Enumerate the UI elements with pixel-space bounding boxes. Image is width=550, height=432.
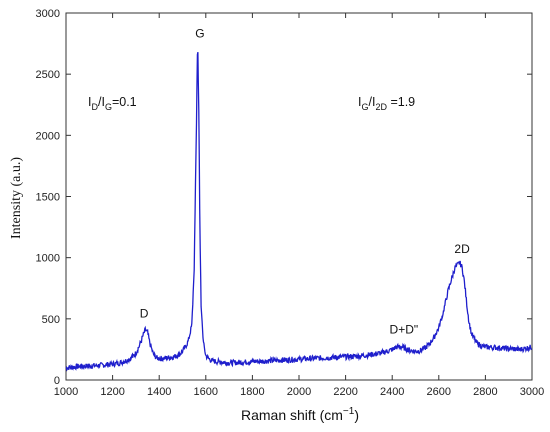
y-tick-label: 500 bbox=[42, 314, 60, 326]
y-axis-title: Intensity (a.u.) bbox=[9, 157, 24, 239]
y-tick-label: 1000 bbox=[36, 253, 60, 265]
x-tick-label: 2800 bbox=[473, 386, 497, 398]
peak-annotations: G D 2D D+D" bbox=[140, 26, 470, 336]
x-tick-label: 1600 bbox=[194, 386, 218, 398]
x-tick-label: 2600 bbox=[427, 386, 451, 398]
y-tick-label: 2500 bbox=[36, 69, 60, 81]
ig-i2d-ratio-label: IG/I2D =1.9 bbox=[358, 95, 415, 112]
x-axis-title: Raman shift (cm−1) bbox=[241, 406, 359, 423]
x-tick-label: 2000 bbox=[287, 386, 311, 398]
x-axis-ticks: 1000 1200 1400 1600 1800 2000 2200 2400 2600 2800… bbox=[54, 13, 544, 398]
x-tick-label: 1400 bbox=[147, 386, 171, 398]
id-ig-ratio-label: ID/IG=0.1 bbox=[88, 95, 137, 112]
x-tick-label: 2200 bbox=[333, 386, 357, 398]
x-tick-label: 1200 bbox=[100, 386, 124, 398]
peak-label: D bbox=[140, 307, 149, 321]
x-tick-label: 2400 bbox=[380, 386, 404, 398]
y-tick-label: 0 bbox=[54, 375, 60, 387]
x-tick-label: 1000 bbox=[54, 386, 78, 398]
y-tick-label: 3000 bbox=[36, 8, 60, 20]
plot-frame bbox=[65, 12, 533, 381]
y-axis-ticks: 0 500 1000 1500 2000 2500 3000 bbox=[36, 8, 532, 387]
peak-label: D+D" bbox=[390, 323, 419, 337]
peak-label: G bbox=[195, 26, 204, 40]
x-tick-label: 3000 bbox=[520, 386, 544, 398]
peak-label: 2D bbox=[454, 242, 470, 256]
raman-spectrum-line bbox=[65, 51, 533, 372]
plot-border bbox=[65, 12, 533, 381]
y-tick-label: 1500 bbox=[36, 192, 60, 204]
x-tick-label: 1800 bbox=[240, 386, 264, 398]
y-tick-label: 2000 bbox=[36, 130, 60, 142]
